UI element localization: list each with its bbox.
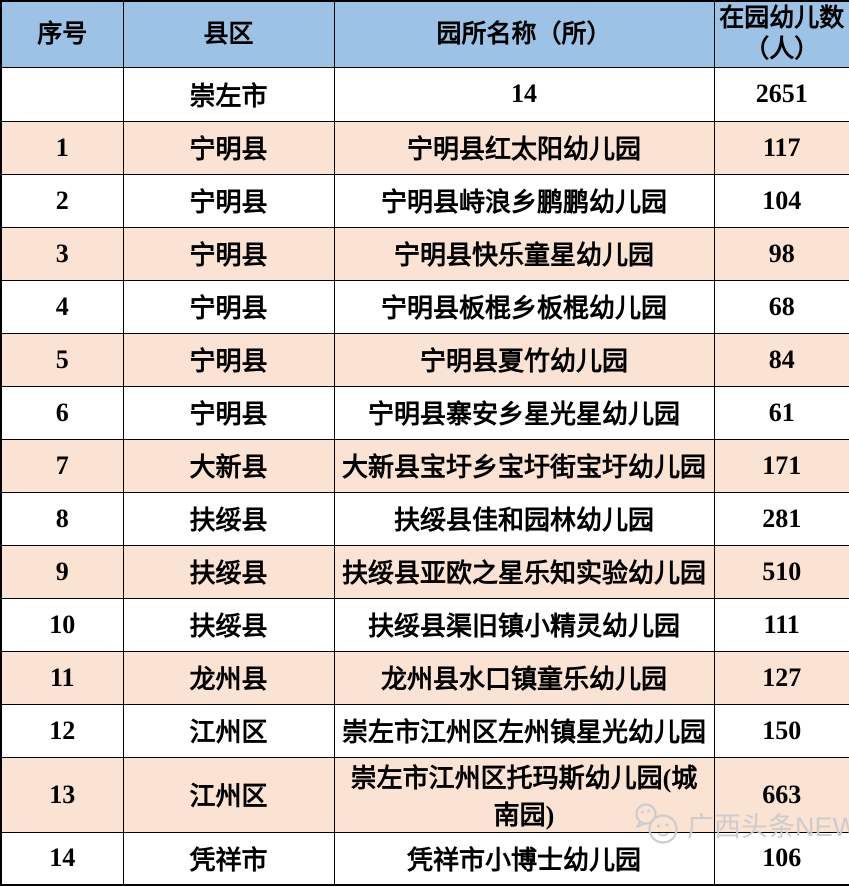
cell-seq: 3 — [0, 226, 124, 281]
summary-count: 2651 — [713, 66, 849, 122]
cell-name: 宁明县快乐童星幼儿园 — [333, 226, 715, 281]
cell-count: 150 — [713, 703, 849, 758]
summary-seq — [0, 66, 124, 122]
column-header-count: 在园幼儿数（人） — [713, 0, 849, 68]
cell-county: 宁明县 — [122, 173, 335, 228]
cell-county: 江州区 — [122, 756, 335, 833]
cell-count: 281 — [713, 491, 849, 546]
cell-name: 宁明县板棍乡板棍幼儿园 — [333, 279, 715, 334]
cell-name: 龙州县水口镇童乐幼儿园 — [333, 650, 715, 705]
cell-count: 84 — [713, 332, 849, 387]
cell-county: 扶绥县 — [122, 597, 335, 652]
cell-name: 扶绥县佳和园林幼儿园 — [333, 491, 715, 546]
table-row: 13 江州区 崇左市江州区托玛斯幼儿园(城南园) 663 — [0, 756, 849, 833]
summary-county: 崇左市 — [122, 66, 335, 122]
cell-name: 凭祥市小博士幼儿园 — [333, 831, 715, 886]
cell-name: 宁明县寨安乡星光星幼儿园 — [333, 385, 715, 440]
table-row: 7 大新县 大新县宝圩乡宝圩街宝圩幼儿园 171 — [0, 438, 849, 493]
summary-name: 14 — [333, 66, 715, 122]
cell-seq: 1 — [0, 120, 124, 175]
table-header-row: 序号 县区 园所名称（所） 在园幼儿数（人） — [0, 0, 849, 68]
cell-seq: 10 — [0, 597, 124, 652]
table-row: 2 宁明县 宁明县峙浪乡鹏鹏幼儿园 104 — [0, 173, 849, 228]
table-row: 11 龙州县 龙州县水口镇童乐幼儿园 127 — [0, 650, 849, 705]
cell-county: 宁明县 — [122, 385, 335, 440]
summary-row: 崇左市 14 2651 — [0, 66, 849, 122]
table-row: 14 凭祥市 凭祥市小博士幼儿园 106 — [0, 831, 849, 886]
cell-name: 宁明县夏竹幼儿园 — [333, 332, 715, 387]
table-row: 3 宁明县 宁明县快乐童星幼儿园 98 — [0, 226, 849, 281]
cell-seq: 5 — [0, 332, 124, 387]
cell-seq: 7 — [0, 438, 124, 493]
table-row: 8 扶绥县 扶绥县佳和园林幼儿园 281 — [0, 491, 849, 546]
cell-count: 61 — [713, 385, 849, 440]
cell-seq: 12 — [0, 703, 124, 758]
cell-county: 龙州县 — [122, 650, 335, 705]
table-row: 1 宁明县 宁明县红太阳幼儿园 117 — [0, 120, 849, 175]
cell-seq: 13 — [0, 756, 124, 833]
cell-seq: 9 — [0, 544, 124, 599]
cell-name: 崇左市江州区左州镇星光幼儿园 — [333, 703, 715, 758]
cell-county: 扶绥县 — [122, 491, 335, 546]
cell-count: 171 — [713, 438, 849, 493]
column-header-county: 县区 — [122, 0, 335, 68]
table-row: 10 扶绥县 扶绥县渠旧镇小精灵幼儿园 111 — [0, 597, 849, 652]
cell-name: 宁明县红太阳幼儿园 — [333, 120, 715, 175]
column-header-name: 园所名称（所） — [333, 0, 715, 68]
cell-seq: 14 — [0, 831, 124, 886]
table-row: 6 宁明县 宁明县寨安乡星光星幼儿园 61 — [0, 385, 849, 440]
cell-name: 扶绥县亚欧之星乐知实验幼儿园 — [333, 544, 715, 599]
cell-count: 663 — [713, 756, 849, 833]
cell-count: 104 — [713, 173, 849, 228]
cell-county: 宁明县 — [122, 279, 335, 334]
cell-count: 98 — [713, 226, 849, 281]
cell-seq: 6 — [0, 385, 124, 440]
column-header-seq: 序号 — [0, 0, 124, 68]
cell-name: 扶绥县渠旧镇小精灵幼儿园 — [333, 597, 715, 652]
cell-county: 江州区 — [122, 703, 335, 758]
table-row: 4 宁明县 宁明县板棍乡板棍幼儿园 68 — [0, 279, 849, 334]
table-body: 崇左市 14 2651 1 宁明县 宁明县红太阳幼儿园 117 2 宁明县 宁明… — [0, 66, 849, 886]
cell-county: 凭祥市 — [122, 831, 335, 886]
cell-county: 扶绥县 — [122, 544, 335, 599]
cell-county: 宁明县 — [122, 332, 335, 387]
cell-count: 127 — [713, 650, 849, 705]
cell-count: 510 — [713, 544, 849, 599]
cell-seq: 11 — [0, 650, 124, 705]
cell-seq: 4 — [0, 279, 124, 334]
table-row: 9 扶绥县 扶绥县亚欧之星乐知实验幼儿园 510 — [0, 544, 849, 599]
cell-seq: 2 — [0, 173, 124, 228]
cell-name: 宁明县峙浪乡鹏鹏幼儿园 — [333, 173, 715, 228]
cell-count: 117 — [713, 120, 849, 175]
cell-county: 宁明县 — [122, 226, 335, 281]
cell-count: 106 — [713, 831, 849, 886]
cell-count: 68 — [713, 279, 849, 334]
table-row: 5 宁明县 宁明县夏竹幼儿园 84 — [0, 332, 849, 387]
cell-count: 111 — [713, 597, 849, 652]
cell-name: 崇左市江州区托玛斯幼儿园(城南园) — [333, 756, 715, 833]
cell-seq: 8 — [0, 491, 124, 546]
cell-name: 大新县宝圩乡宝圩街宝圩幼儿园 — [333, 438, 715, 493]
cell-county: 宁明县 — [122, 120, 335, 175]
table-row: 12 江州区 崇左市江州区左州镇星光幼儿园 150 — [0, 703, 849, 758]
cell-county: 大新县 — [122, 438, 335, 493]
